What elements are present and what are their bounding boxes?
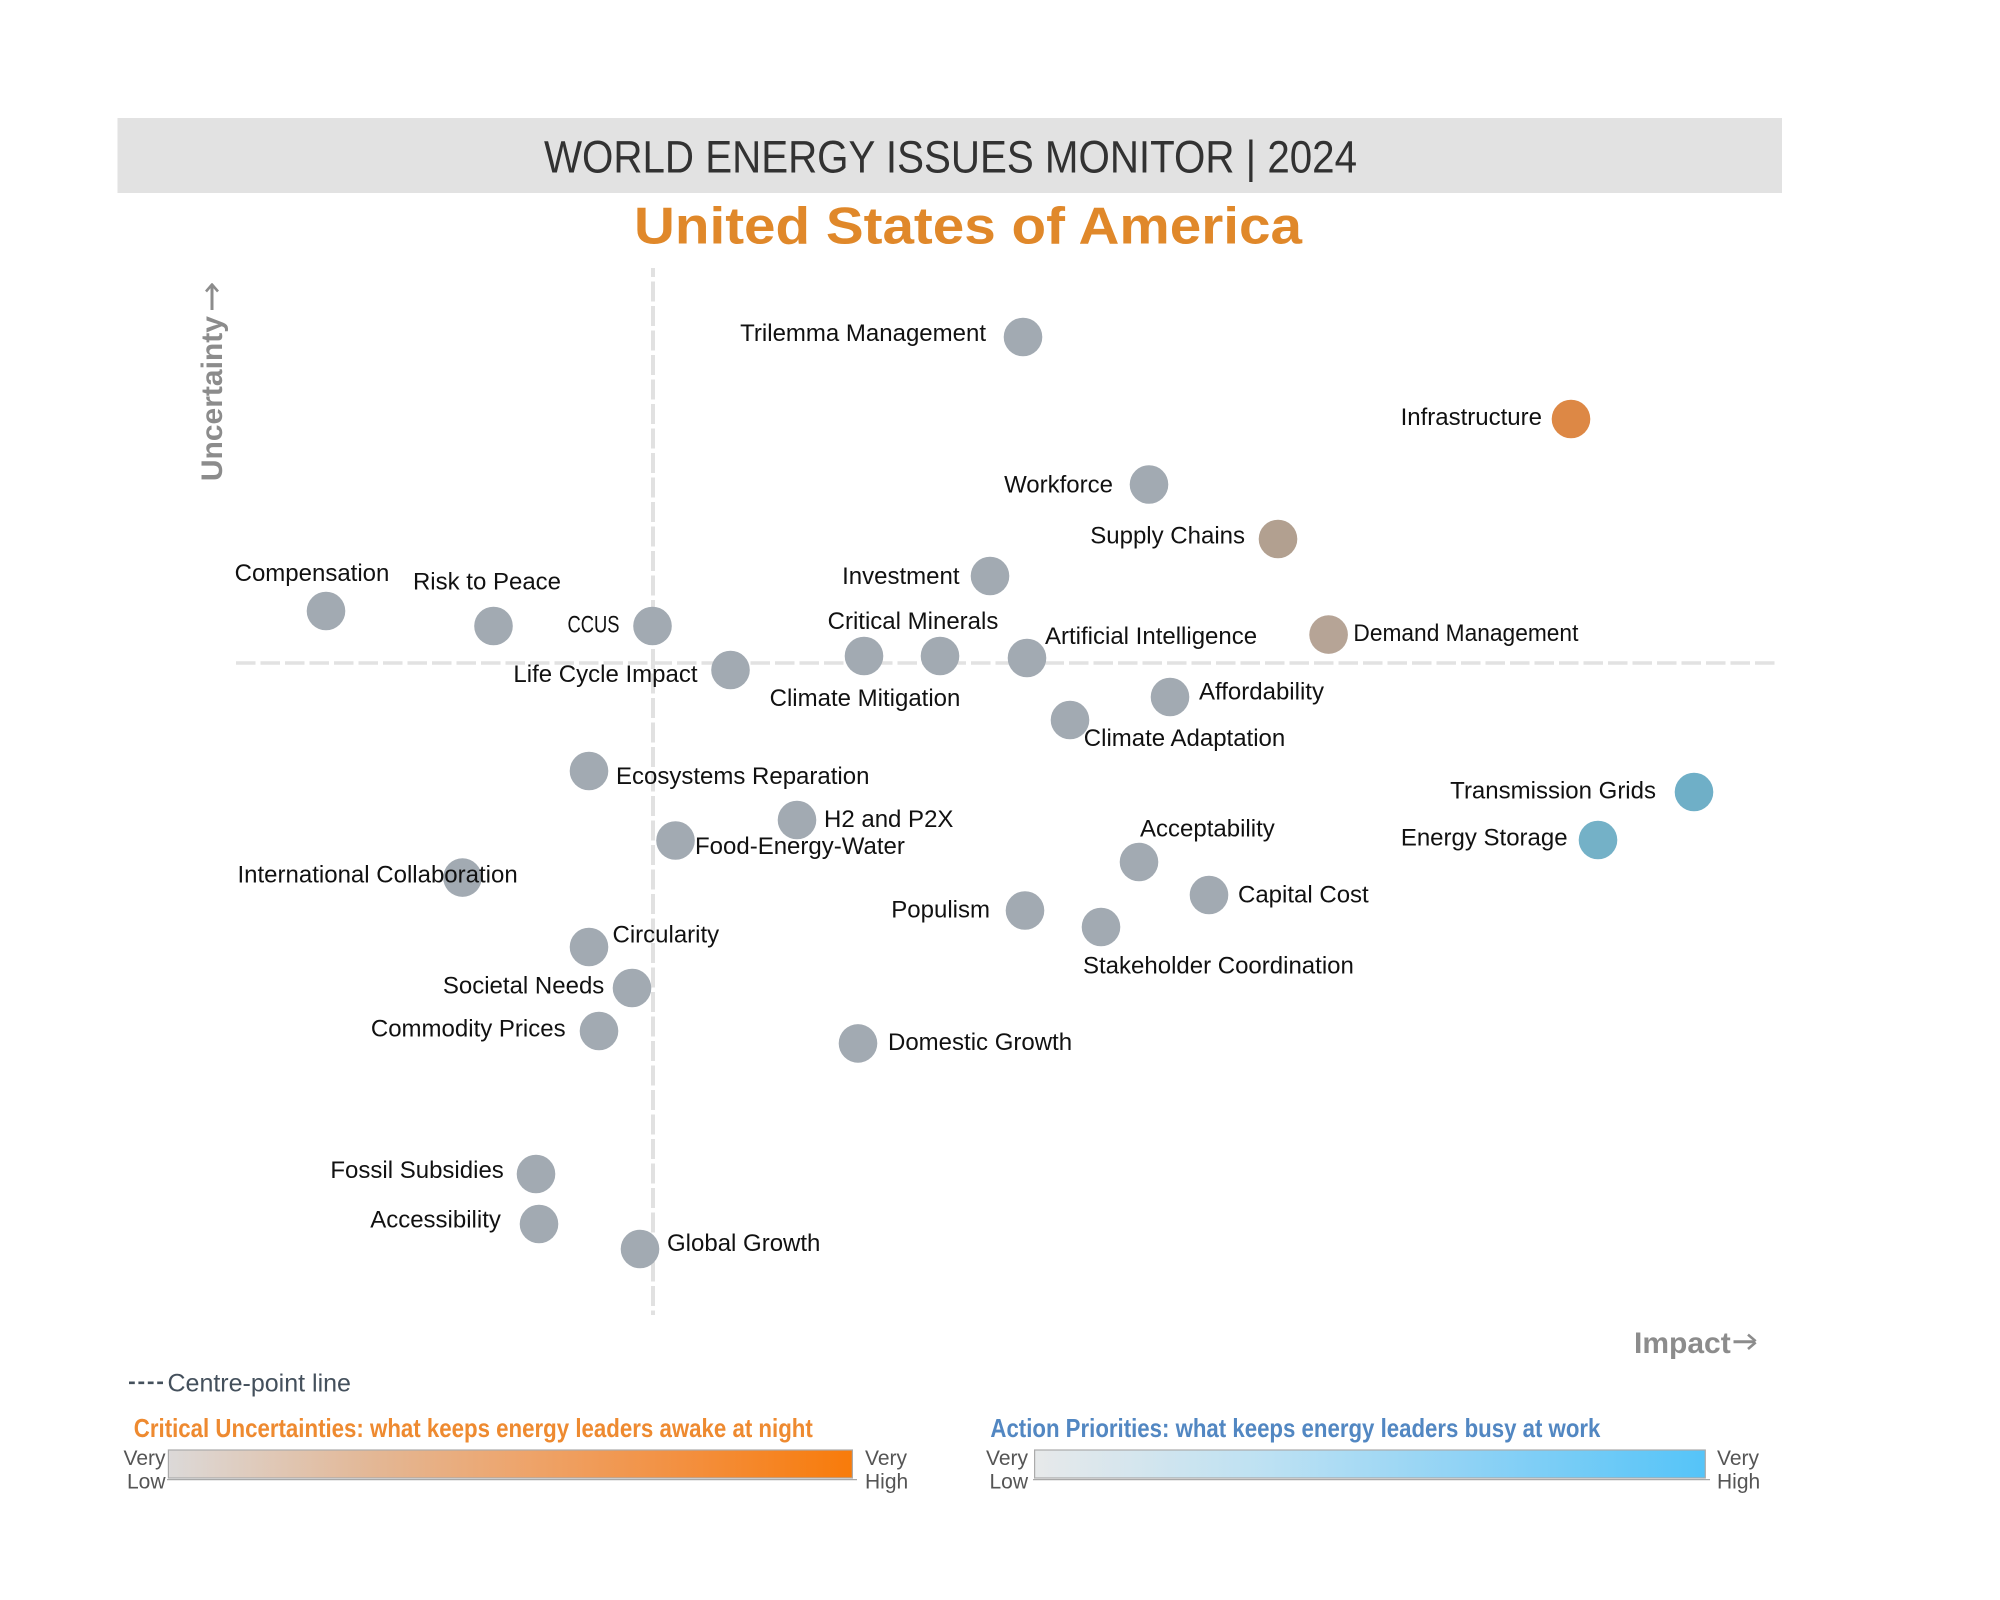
svg-text:High: High	[865, 1471, 908, 1494]
svg-text:WORLD ENERGY ISSUES MONITOR |: WORLD ENERGY ISSUES MONITOR | 2024	[544, 132, 1357, 183]
svg-text:Domestic Growth: Domestic Growth	[888, 1029, 1072, 1056]
svg-text:Uncertainty: Uncertainty	[196, 316, 229, 481]
svg-text:Societal Needs: Societal Needs	[443, 972, 604, 999]
svg-text:Stakeholder Coordination: Stakeholder Coordination	[1083, 953, 1354, 980]
svg-text:Populism: Populism	[891, 896, 990, 923]
svg-text:Critical Minerals: Critical Minerals	[828, 608, 999, 635]
svg-text:Acceptability: Acceptability	[1140, 816, 1275, 843]
svg-text:Climate Adaptation: Climate Adaptation	[1084, 725, 1285, 752]
svg-text:Low: Low	[989, 1471, 1028, 1494]
svg-text:Global Growth: Global Growth	[667, 1230, 820, 1257]
svg-text:Transmission Grids: Transmission Grids	[1450, 778, 1656, 805]
svg-text:Impact: Impact	[1634, 1327, 1731, 1360]
svg-text:Compensation: Compensation	[235, 560, 390, 587]
svg-text:Workforce: Workforce	[1004, 472, 1113, 499]
svg-text:Life Cycle Impact: Life Cycle Impact	[513, 661, 697, 688]
svg-text:H2 and P2X: H2 and P2X	[824, 806, 953, 833]
svg-text:Circularity: Circularity	[613, 922, 720, 949]
svg-text:Very: Very	[123, 1447, 166, 1470]
svg-text:Commodity Prices: Commodity Prices	[371, 1016, 566, 1043]
svg-text:Infrastructure: Infrastructure	[1401, 404, 1542, 431]
svg-text:Energy Storage: Energy Storage	[1401, 824, 1568, 851]
svg-text:Climate Mitigation: Climate Mitigation	[770, 685, 961, 712]
svg-text:CCUS: CCUS	[568, 612, 620, 639]
svg-text:Affordability: Affordability	[1199, 679, 1324, 706]
svg-text:Very: Very	[986, 1447, 1029, 1470]
svg-text:Low: Low	[127, 1471, 166, 1494]
svg-text:Food-Energy-Water: Food-Energy-Water	[695, 833, 905, 860]
svg-text:Supply Chains: Supply Chains	[1090, 523, 1245, 550]
svg-text:Trilemma Management: Trilemma Management	[740, 320, 986, 347]
svg-text:Investment: Investment	[842, 563, 960, 590]
svg-text:Ecosystems Reparation: Ecosystems Reparation	[616, 763, 869, 790]
svg-text:Very: Very	[865, 1447, 908, 1470]
svg-text:Very: Very	[1717, 1447, 1760, 1470]
svg-text:Capital Cost: Capital Cost	[1238, 882, 1369, 909]
svg-text:International Collaboration: International Collaboration	[238, 862, 518, 889]
svg-text:Accessibility: Accessibility	[370, 1206, 501, 1233]
svg-text:United States of America: United States of America	[634, 198, 1303, 256]
svg-text:Fossil Subsidies: Fossil Subsidies	[330, 1157, 503, 1184]
svg-text:Action Priorities: what keeps: Action Priorities: what keeps energy lea…	[990, 1413, 1600, 1443]
svg-text:Centre-point line: Centre-point line	[168, 1370, 351, 1398]
svg-text:Risk to Peace: Risk to Peace	[413, 569, 561, 596]
svg-text:Critical Uncertainties: what k: Critical Uncertainties: what keeps energ…	[134, 1413, 813, 1443]
svg-text:Artificial Intelligence: Artificial Intelligence	[1045, 623, 1257, 650]
svg-text:Demand Management: Demand Management	[1353, 620, 1578, 647]
svg-text:High: High	[1717, 1471, 1760, 1494]
